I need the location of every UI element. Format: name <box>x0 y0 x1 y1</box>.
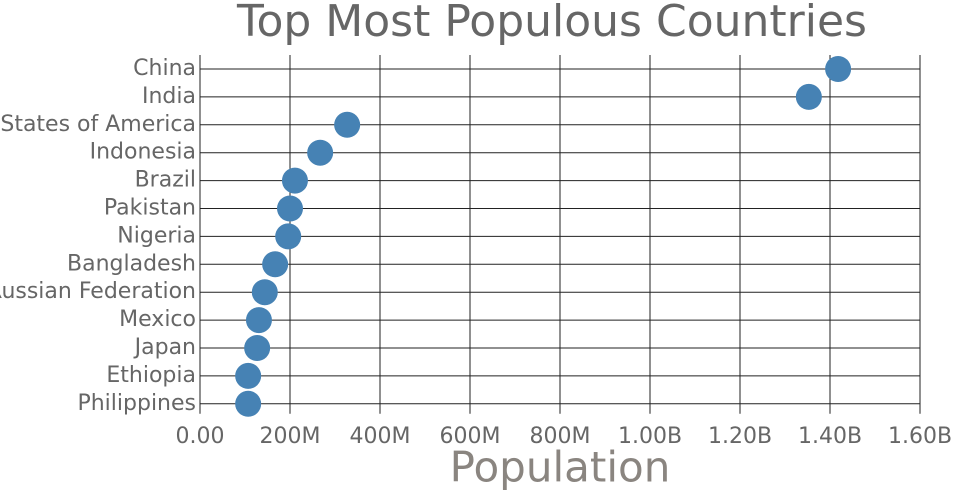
dot <box>235 362 262 389</box>
x-tick-label: 1.40B <box>798 424 862 449</box>
y-tick-label: Russian Federation <box>0 279 196 304</box>
y-tick-label: Indonesia <box>90 140 196 165</box>
x-axis-title: Population <box>450 443 671 492</box>
dot <box>277 195 303 222</box>
y-tick-label: China <box>133 56 196 81</box>
y-tick-label: Philippines <box>77 391 196 416</box>
y-tick-label: India <box>142 84 196 109</box>
dot <box>245 307 272 334</box>
x-tick-label: 1.20B <box>708 424 772 449</box>
x-tick-label: 800M <box>530 424 591 449</box>
dot <box>795 83 822 110</box>
y-tick-label: Japan <box>133 335 196 360</box>
dot <box>275 223 302 250</box>
dot <box>281 167 308 194</box>
dot <box>235 390 262 417</box>
dot <box>334 111 361 138</box>
x-tick-label: 1.00B <box>618 424 682 449</box>
y-tick-label: Pakistan <box>104 196 196 221</box>
chart-title: Top Most Populous Countries <box>236 0 867 47</box>
x-tick-label: 0.00 <box>176 424 225 449</box>
dot <box>262 251 289 278</box>
x-tick-label: 1.60B <box>888 424 952 449</box>
dot <box>244 335 271 361</box>
dot <box>825 56 852 82</box>
x-tick-label: 200M <box>260 424 321 449</box>
dot <box>307 139 334 166</box>
x-tick-label: 600M <box>440 424 501 449</box>
dot <box>251 279 278 306</box>
y-tick-label: Ethiopia <box>106 363 196 388</box>
y-tick-label: Brazil <box>135 168 196 193</box>
x-tick-label: 400M <box>350 424 411 449</box>
y-tick-label: Mexico <box>119 307 196 332</box>
y-tick-label: Bangladesh <box>67 251 196 276</box>
y-tick-label: United States of America <box>0 112 196 137</box>
y-tick-label: Nigeria <box>117 223 196 248</box>
